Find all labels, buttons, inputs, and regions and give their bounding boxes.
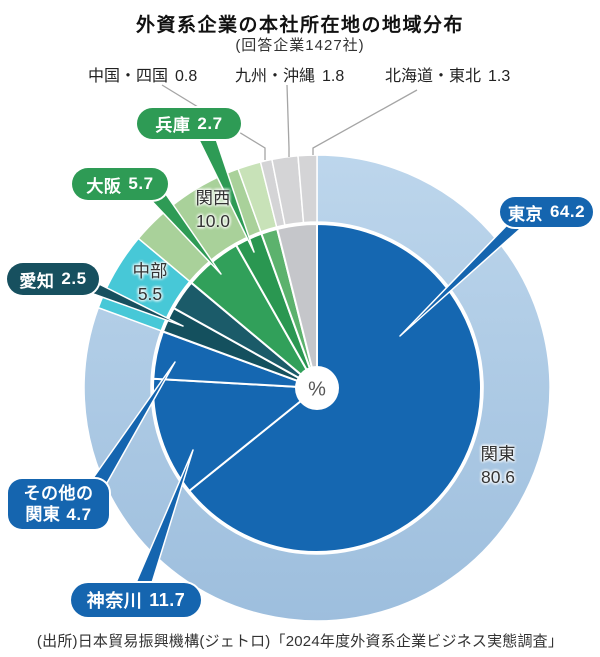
leader-line-chugoku-shikoku xyxy=(161,84,266,160)
callout-hokkaido-tohoku: 北海道・東北 1.3 xyxy=(385,62,510,86)
badge-osaka-value: 5.7 xyxy=(128,174,154,193)
badge-tokyo: 東京 64.2 xyxy=(500,197,593,227)
ring-label-chubu-name: 中部 xyxy=(132,261,168,281)
ring-label-kanto-value: 80.6 xyxy=(480,467,516,487)
callout-kyushu-okinawa: 九州・沖縄 1.8 xyxy=(235,62,344,86)
callout-hokkaido-tohoku-value: 1.3 xyxy=(488,68,511,85)
badge-aichi-label: 愛知 xyxy=(19,271,55,291)
ring-label-kanto: 関東 80.6 xyxy=(481,443,516,489)
callout-kyushu-okinawa-value: 1.8 xyxy=(322,68,345,85)
badge-kanagawa-label: 神奈川 xyxy=(86,591,143,611)
ring-label-chubu-value: 5.5 xyxy=(137,284,163,304)
badge-sonota-kanto-line2: 関東 xyxy=(25,505,61,524)
ring-label-kansai: 関西 10.0 xyxy=(196,187,231,233)
slice-kanagawa xyxy=(152,377,318,492)
center-unit-label: % xyxy=(308,378,326,401)
source-note: (出所)日本貿易振興機構(ジェトロ)「2024年度外資系企業ビジネス実態調査」 xyxy=(36,633,564,650)
badge-sonota-kanto-line1: その他の xyxy=(23,484,94,503)
ring-label-kanto-name: 関東 xyxy=(480,444,516,464)
ring-separator xyxy=(151,222,483,554)
callout-hokkaido-tohoku-label: 北海道・東北 xyxy=(385,68,482,85)
badge-aichi-value: 2.5 xyxy=(61,269,87,288)
badge-tokyo-label: 東京 xyxy=(507,204,543,224)
callout-kyushu-okinawa-label: 九州・沖縄 xyxy=(235,68,316,85)
badge-sonota-kanto-value: 4.7 xyxy=(66,505,92,524)
badge-hyogo-value: 2.7 xyxy=(197,113,223,133)
badge-kanagawa-value: 11.7 xyxy=(149,589,186,610)
callout-chugoku-shikoku: 中国・四国 0.8 xyxy=(88,62,197,86)
chart-title: 外資系企業の本社所在地の地域分布 xyxy=(135,15,464,36)
badge-kanagawa: 神奈川 11.7 xyxy=(71,583,201,617)
badge-osaka: 大阪 5.7 xyxy=(72,168,168,200)
callout-chugoku-shikoku-label: 中国・四国 xyxy=(88,68,169,85)
callout-chugoku-shikoku-value: 0.8 xyxy=(175,68,198,85)
badge-aichi: 愛知 2.5 xyxy=(7,263,99,295)
badge-osaka-label: 大阪 xyxy=(86,176,122,196)
badge-sonota-kanto: その他の 関東 4.7 xyxy=(8,479,109,529)
center-hole xyxy=(295,366,339,410)
badge-hyogo: 兵庫 2.7 xyxy=(137,108,241,139)
leader-line-hokkaido-tohoku xyxy=(312,89,418,155)
chart-subtitle: (回答企業1427社) xyxy=(235,37,365,54)
badge-hyogo-label: 兵庫 xyxy=(155,116,191,135)
ring-label-kansai-name: 関西 xyxy=(195,188,231,208)
ring-label-kansai-value: 10.0 xyxy=(195,211,231,231)
ring-label-chubu: 中部 5.5 xyxy=(133,260,168,306)
leader-line-kyushu-okinawa xyxy=(286,84,290,157)
badge-tokyo-value: 64.2 xyxy=(549,202,586,221)
